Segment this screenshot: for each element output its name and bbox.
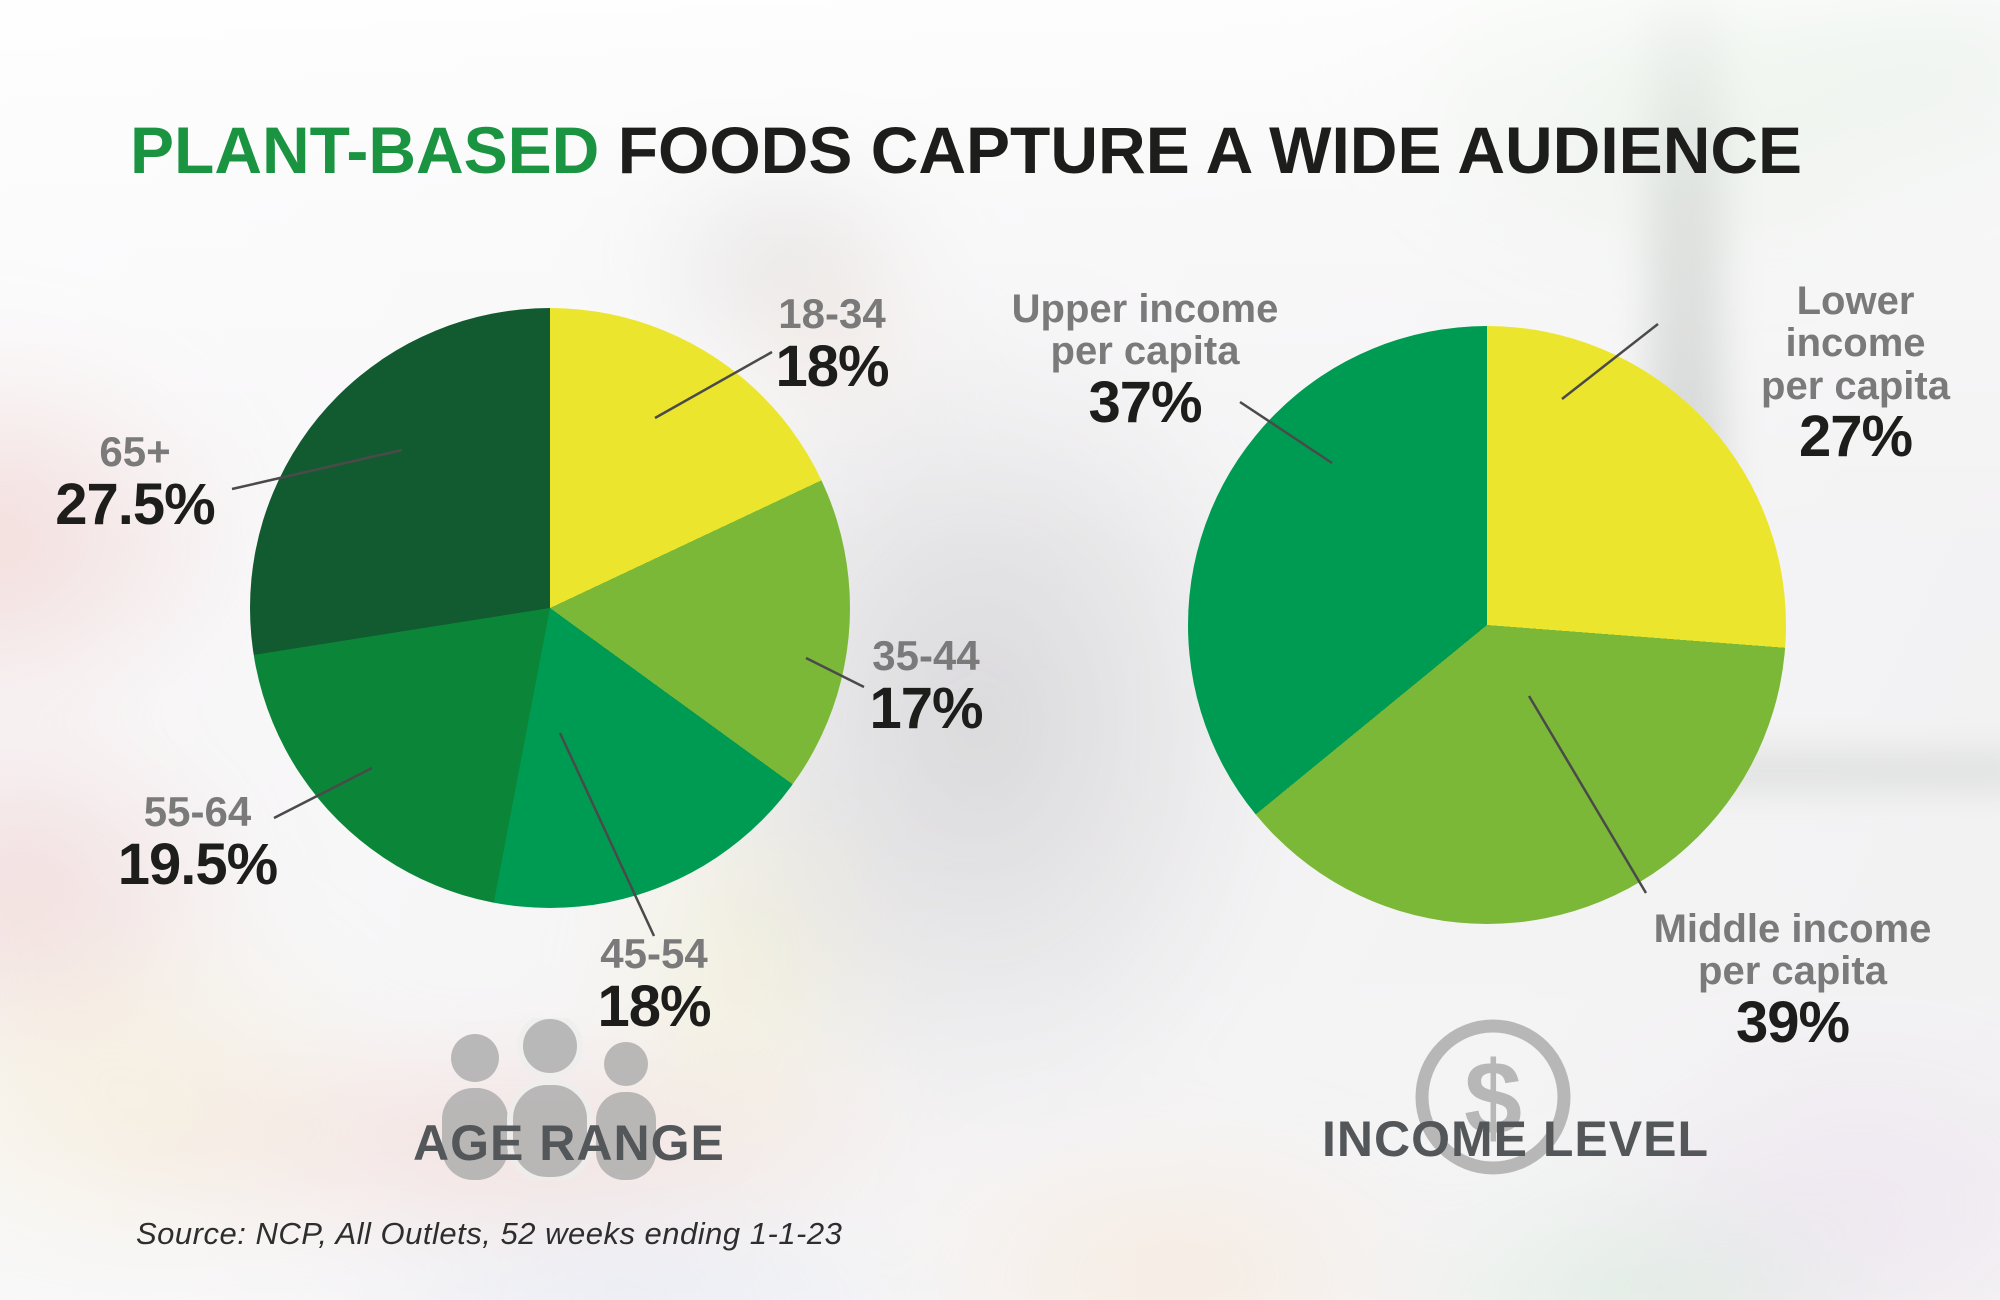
- slice-value: 17%: [869, 675, 983, 741]
- slice-label: 65+: [99, 428, 171, 475]
- slice-value: 18%: [597, 973, 711, 1039]
- callout-age-18-34: 18-34 18%: [766, 290, 898, 399]
- callout-income-upper: Upper income per capita 37%: [990, 288, 1300, 432]
- callout-income-lower: Lower income per capita 27%: [1748, 279, 1963, 470]
- slice-value: 18%: [775, 333, 889, 399]
- age-range-pie-chart: [250, 308, 850, 908]
- slice-label-line: per capita: [1761, 363, 1950, 408]
- slice-label-line: per capita: [1698, 949, 1887, 994]
- slice-label-line: Upper income: [1011, 287, 1279, 331]
- slice-value: 19.5%: [117, 831, 278, 897]
- slice-label-line: Middle income: [1653, 907, 1932, 951]
- callout-age-45-54: 45-54 18%: [586, 930, 722, 1039]
- slice-label-line: income: [1785, 321, 1926, 366]
- slice-value: 37%: [1088, 369, 1202, 435]
- source-note: Source: NCP, All Outlets, 52 weeks endin…: [136, 1216, 843, 1251]
- income-level-caption: INCOME LEVEL: [1322, 1111, 1710, 1167]
- slice-label: 45-54: [600, 930, 708, 977]
- slice-label: 35-44: [872, 632, 980, 679]
- slice-value: 27.5%: [55, 471, 215, 537]
- dollar-symbol: $: [1464, 1041, 1522, 1157]
- slice-value: 27%: [1798, 404, 1913, 470]
- title-rest: FOODS CAPTURE A WIDE AUDIENCE: [599, 113, 1803, 187]
- dollar-coin-icon: $: [1415, 1019, 1571, 1175]
- page-title: PLANT-BASED FOODS CAPTURE A WIDE AUDIENC…: [130, 116, 1802, 185]
- title-highlight: PLANT-BASED: [130, 113, 600, 187]
- callout-age-65plus: 65+ 27.5%: [30, 428, 240, 537]
- age-range-caption: AGE RANGE: [413, 1115, 725, 1171]
- callout-age-35-44: 35-44 17%: [858, 632, 994, 741]
- slice-label-line: per capita: [1050, 329, 1240, 374]
- slice-label: 55-64: [143, 788, 252, 835]
- callout-income-middle: Middle income per capita 39%: [1635, 908, 1950, 1052]
- slice-label: 18-34: [778, 290, 886, 337]
- slice-label-line: Lower: [1796, 279, 1915, 323]
- people-group-icon: [442, 1018, 656, 1180]
- callout-age-55-64: 55-64 19.5%: [100, 788, 295, 897]
- slice-value: 39%: [1735, 989, 1850, 1055]
